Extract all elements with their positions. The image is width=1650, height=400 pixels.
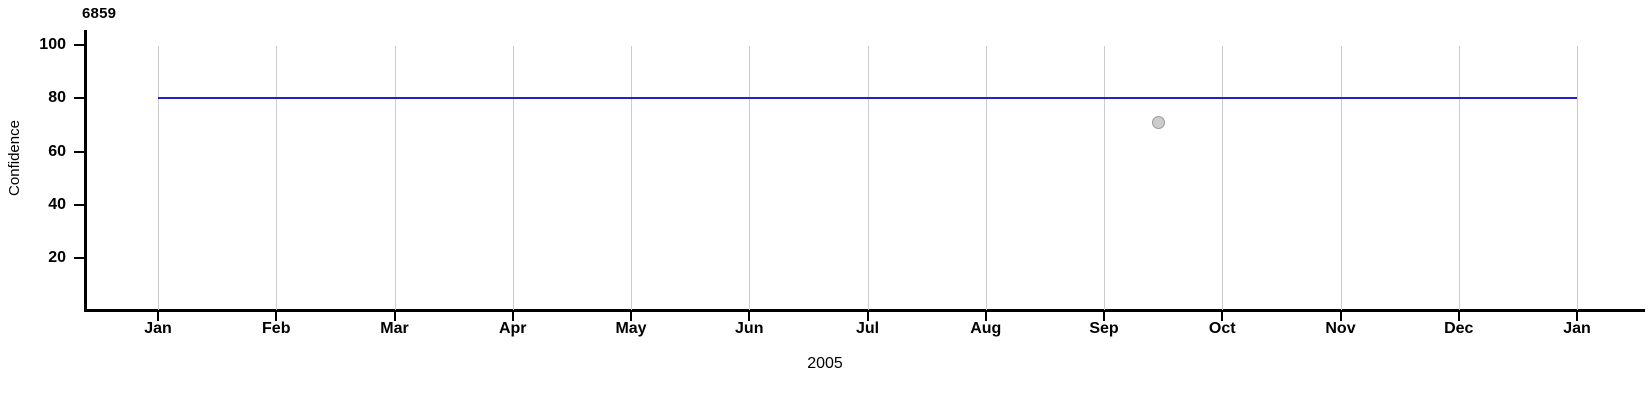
y-tick-mark <box>74 203 84 206</box>
y-tick-label: 40 <box>48 195 66 213</box>
y-tick-mark <box>74 257 84 259</box>
data-point[interactable] <box>1151 115 1165 129</box>
x-tick-mark <box>511 312 514 321</box>
y-tick-label: 60 <box>48 142 66 160</box>
x-tick-mark <box>1339 312 1342 321</box>
x-tick-label: Jan <box>144 320 172 337</box>
gridline-vertical <box>512 46 514 310</box>
gridline-vertical <box>749 46 751 310</box>
y-tick-label: 100 <box>39 36 66 53</box>
gridline-vertical <box>1340 46 1342 310</box>
x-tick-label: Jun <box>735 320 764 337</box>
x-tick-mark <box>630 312 632 321</box>
y-tick-mark <box>74 44 84 46</box>
x-tick-label: Feb <box>262 320 291 337</box>
gridline-vertical <box>985 46 987 310</box>
chart-title: 6859 <box>82 5 117 22</box>
y-tick-mark <box>74 150 84 153</box>
threshold-line <box>158 97 1577 100</box>
gridline-vertical <box>1104 46 1105 310</box>
gridline-vertical <box>1458 46 1460 310</box>
x-tick-label: Sep <box>1089 320 1119 337</box>
gridline-vertical <box>631 46 632 310</box>
gridline-vertical <box>158 46 159 310</box>
y-axis-spine <box>84 30 87 312</box>
x-tick-mark <box>393 312 396 321</box>
x-tick-mark <box>1576 312 1578 321</box>
gridline-vertical <box>1577 46 1578 310</box>
x-tick-mark <box>275 312 278 321</box>
x-tick-mark <box>1103 312 1105 321</box>
x-tick-mark <box>1221 312 1224 321</box>
x-tick-label: Jul <box>855 320 880 337</box>
x-axis-title: 2005 <box>807 355 843 372</box>
gridline-vertical <box>867 46 869 310</box>
x-tick-mark <box>157 312 159 321</box>
gridline-vertical <box>276 46 278 310</box>
x-tick-mark <box>866 312 869 321</box>
x-tick-label: Nov <box>1325 320 1356 337</box>
x-axis-spine <box>84 309 1645 312</box>
x-tick-label: Mar <box>380 320 409 337</box>
y-tick-mark <box>74 97 84 100</box>
gridline-vertical <box>1222 46 1224 310</box>
x-tick-label: Dec <box>1444 320 1474 337</box>
y-tick-label: 80 <box>48 89 66 107</box>
x-tick-mark <box>984 312 987 321</box>
gridline-vertical <box>394 46 396 310</box>
x-tick-label: Apr <box>498 320 527 337</box>
x-tick-label: Jan <box>1563 320 1591 337</box>
x-tick-mark <box>748 312 751 321</box>
x-tick-label: Oct <box>1208 320 1236 337</box>
x-tick-label: May <box>615 320 647 337</box>
y-tick-label: 20 <box>48 249 66 266</box>
x-tick-label: Aug <box>970 320 1002 337</box>
x-tick-mark <box>1457 312 1460 321</box>
